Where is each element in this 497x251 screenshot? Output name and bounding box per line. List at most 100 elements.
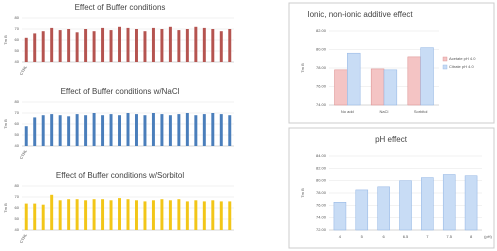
bar [33, 117, 37, 146]
y-tick-label: 80 [15, 99, 20, 104]
y-tick-label: 50 [15, 216, 20, 221]
bar [126, 27, 130, 62]
bar [33, 203, 37, 230]
bar [168, 200, 172, 230]
bar [24, 203, 28, 230]
x-tick-label: CTRL [18, 148, 28, 160]
bar [211, 29, 215, 62]
bar [194, 26, 198, 62]
bar [333, 202, 347, 231]
y-tick-label: 74.00 [316, 102, 327, 107]
bar [67, 116, 71, 146]
legend-label: Citrate pH 4.0 [449, 64, 474, 69]
y-axis-label: Tm B [3, 203, 8, 213]
bar [228, 115, 232, 146]
bar [50, 27, 54, 62]
bar [50, 194, 54, 230]
bar [464, 175, 478, 231]
bar [24, 37, 28, 62]
bar [41, 115, 45, 146]
bar [219, 201, 223, 230]
y-tick-label: 60 [15, 37, 20, 42]
bar [126, 199, 130, 230]
bar [134, 114, 138, 146]
bar [24, 126, 28, 146]
bar [377, 186, 390, 231]
chart-title: Ionic, non-ionic additive effect [307, 10, 413, 19]
bar [109, 114, 113, 146]
bar [177, 199, 181, 230]
bar [101, 27, 105, 62]
y-tick-label: 84.00 [316, 153, 327, 158]
bar [194, 200, 198, 230]
bar [92, 31, 96, 62]
x-tick-label: 7 [426, 234, 429, 239]
chart-title: Effect of Buffer conditions w/NaCl [61, 87, 180, 96]
bar [67, 199, 71, 230]
bar [118, 198, 122, 230]
bar [126, 113, 130, 146]
y-tick-label: 60 [15, 205, 20, 210]
bar [101, 199, 105, 230]
y-tick-label: 76.00 [316, 202, 327, 207]
bar [58, 200, 62, 230]
bar [92, 113, 96, 146]
bar [92, 199, 96, 230]
bar [347, 52, 361, 106]
bar [202, 27, 206, 62]
bar [143, 31, 147, 62]
x-tick-label: 8 [470, 234, 473, 239]
y-tick-label: 76.00 [316, 84, 327, 89]
y-axis-label: Tm B [300, 63, 305, 73]
bar [75, 114, 79, 146]
bar [399, 180, 412, 231]
bar [160, 114, 164, 146]
y-tick-label: 70 [15, 110, 20, 115]
x-tick-label: 6.5 [403, 234, 409, 239]
bar [407, 56, 421, 106]
bar [143, 115, 147, 146]
bar [228, 29, 232, 62]
x-tick-label: 6 [383, 234, 386, 239]
bar [219, 31, 223, 62]
bar [58, 115, 62, 146]
bar [185, 113, 189, 146]
bar [143, 201, 147, 230]
bar [58, 30, 62, 62]
bar [75, 199, 79, 230]
bar [151, 113, 155, 146]
y-tick-label: 50 [15, 132, 20, 137]
bar [151, 27, 155, 62]
bar [109, 200, 113, 230]
y-tick-label: 60 [15, 121, 20, 126]
bar [202, 201, 206, 230]
bar [334, 69, 348, 106]
x-tick-label: 5 [361, 234, 364, 239]
bar [211, 200, 215, 230]
y-tick-label: 78.00 [316, 65, 327, 70]
y-tick-label: 74.00 [316, 215, 327, 220]
bar [383, 69, 398, 106]
bar [202, 114, 206, 146]
y-tick-label: 40 [15, 227, 20, 232]
legend-swatch [442, 56, 448, 62]
bar [109, 30, 113, 62]
y-tick-label: 70 [15, 26, 20, 31]
y-tick-label: 40 [15, 59, 20, 64]
x-tick-label: 7.5 [446, 234, 452, 239]
bar [228, 201, 232, 230]
y-tick-label: 80.00 [316, 178, 327, 183]
x-tick-label: Sorbitol [414, 109, 428, 114]
bar [67, 29, 71, 62]
bar [370, 68, 385, 106]
bar [168, 26, 172, 62]
y-tick-label: 78.00 [316, 190, 327, 195]
bar [421, 177, 434, 231]
x-axis-label: (pH) [484, 234, 492, 239]
y-tick-label: 82.00 [316, 28, 327, 33]
bar [134, 29, 138, 62]
y-tick-label: 50 [15, 48, 20, 53]
bar [84, 200, 88, 230]
